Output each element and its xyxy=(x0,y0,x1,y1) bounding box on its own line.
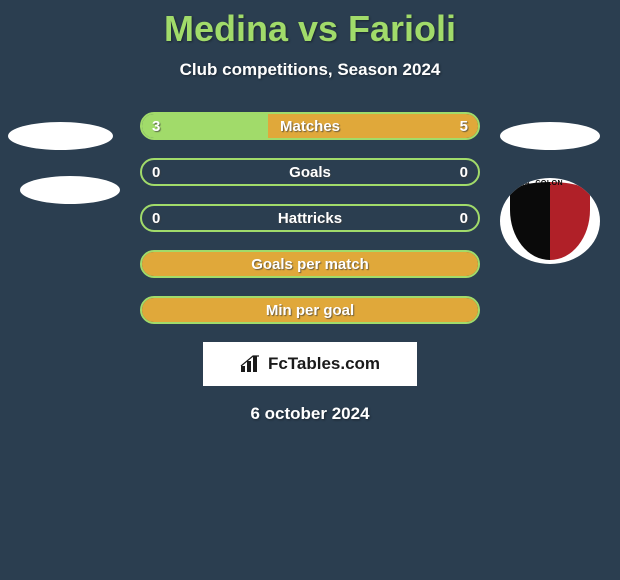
stat-left-value: 3 xyxy=(152,114,160,138)
stat-label: Hattricks xyxy=(142,206,478,230)
subtitle: Club competitions, Season 2024 xyxy=(0,60,620,80)
stat-right-value: 0 xyxy=(460,160,468,184)
right-team-logo: C.A. COLON xyxy=(500,178,600,264)
shield-icon xyxy=(510,182,590,260)
stat-row: Min per goal xyxy=(140,296,480,324)
stat-row: Goals0 0 xyxy=(140,158,480,186)
comparison-rows: Matches35Goals00Hattricks00Goals per mat… xyxy=(140,112,480,324)
stat-label: Goals xyxy=(142,160,478,184)
stat-left-value: 0 xyxy=(152,160,160,184)
date-text: 6 october 2024 xyxy=(0,404,620,424)
page-title: Medina vs Farioli xyxy=(0,0,620,50)
left-logo-placeholder-2 xyxy=(20,176,120,204)
stat-label: Min per goal xyxy=(142,298,478,322)
stat-label: Matches xyxy=(142,114,478,138)
fctables-watermark: FcTables.com xyxy=(203,342,417,386)
fctables-label: FcTables.com xyxy=(268,354,380,374)
left-logo-placeholder-1 xyxy=(8,122,113,150)
stat-row: Goals per match xyxy=(140,250,480,278)
stat-row: Hattricks0 0 xyxy=(140,204,480,232)
stat-label: Goals per match xyxy=(142,252,478,276)
stat-right-value: 0 xyxy=(460,206,468,230)
right-logo-placeholder xyxy=(500,122,600,150)
bars-icon xyxy=(240,354,262,374)
stat-right-value: 5 xyxy=(460,114,468,138)
shield-arc-text: C.A. COLON xyxy=(508,180,572,187)
stat-row: Matches3 5 xyxy=(140,112,480,140)
stat-left-value: 0 xyxy=(152,206,160,230)
